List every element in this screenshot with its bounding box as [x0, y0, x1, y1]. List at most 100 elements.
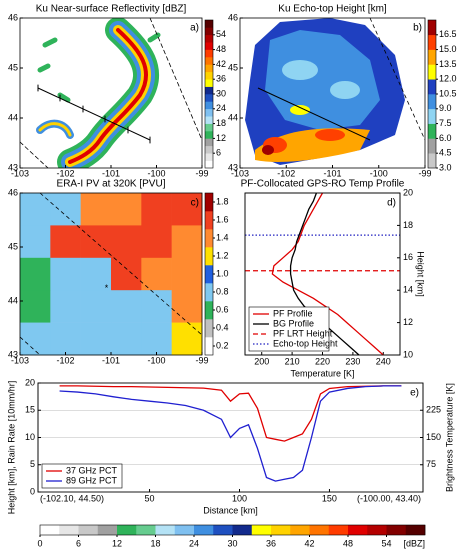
heatmap-cell	[141, 193, 172, 226]
colorbar-band	[428, 34, 436, 50]
colorbar-band	[194, 525, 214, 535]
y-tick-label: 46	[8, 187, 18, 197]
x-tick-label: -99	[195, 355, 208, 365]
colorbar-tick-label: 48	[216, 44, 226, 54]
colorbar-band	[40, 525, 60, 535]
colorbar-band	[386, 525, 407, 535]
colorbar-band	[290, 525, 310, 535]
colorbar-band	[205, 86, 213, 95]
legend-label: 37 GHz PCT	[66, 465, 118, 475]
heatmap-cell	[80, 290, 112, 323]
annotation: (-102.10, 44.50)	[40, 493, 104, 503]
heatmap-cell	[50, 257, 81, 291]
colorbar-band	[205, 94, 213, 102]
y-tick-label: 44	[228, 112, 238, 122]
colorbar-band	[155, 525, 176, 535]
colorbar-tick-label: 13.5	[439, 59, 457, 69]
colorbar-band	[174, 525, 195, 535]
heatmap-cell	[111, 290, 142, 323]
x-tick-label: -100	[147, 168, 165, 178]
heatmap-cell	[171, 290, 203, 323]
x-tick-label: -100	[147, 355, 165, 365]
heatmap-cell	[141, 225, 172, 259]
x-axis-label: Distance [km]	[203, 505, 258, 515]
colorbar-band	[205, 101, 213, 110]
colorbar-tick-label: 1.8	[216, 196, 229, 206]
y-tick-label: 45	[8, 241, 18, 251]
reflectivity-field	[20, 18, 202, 168]
colorbar-tick-label: 12.0	[439, 74, 457, 84]
heatmap-cell	[141, 322, 172, 356]
heatmap-cell	[20, 225, 51, 259]
colorbar-band	[309, 525, 330, 535]
y-tick-label: 10	[403, 349, 413, 359]
colorbar-tick-label: 6.0	[439, 133, 452, 143]
colorbar-band	[205, 49, 213, 58]
x-tick-label: -103	[11, 168, 29, 178]
heatmap-cell	[20, 322, 51, 356]
colorbar-tick-label: 6	[216, 148, 221, 158]
colorbar-tick-label: 18	[216, 118, 226, 128]
colorbar-band	[205, 265, 213, 284]
colorbar-tick-label: 24	[216, 103, 226, 113]
heatmap-cell	[20, 193, 51, 226]
colorbar-band	[232, 525, 253, 535]
annotation: *	[105, 283, 109, 293]
colorbar-band	[428, 79, 436, 95]
y-tick-label: 43	[228, 162, 238, 172]
y2-tick-label: 150	[426, 432, 441, 442]
heatmap-cell	[50, 290, 81, 323]
colorbar-tick-label: 36	[266, 538, 276, 548]
legend-label: BG Profile	[273, 318, 314, 328]
colorbar-band	[205, 337, 213, 356]
colorbar-band	[78, 525, 99, 535]
x-tick-label: -99	[195, 168, 208, 178]
heatmap-cell	[111, 257, 142, 291]
series-line	[271, 192, 384, 356]
y-tick-label: 43	[8, 349, 18, 359]
colorbar-tick-label: 30	[227, 538, 237, 548]
colorbar-band	[428, 64, 436, 80]
colorbar-tick-label: 0.4	[216, 322, 229, 332]
colorbar-tick-label: 24	[189, 538, 199, 548]
y-tick-label: 14	[403, 285, 413, 295]
heatmap-cell	[20, 290, 51, 323]
colorbar-tick-label: 1.0	[216, 268, 229, 278]
colorbar-band	[205, 27, 213, 36]
legend-label: 89 GHz PCT	[66, 475, 118, 485]
plot-border	[244, 192, 401, 356]
heatmap-cell	[171, 193, 203, 226]
heatmap-cell	[141, 257, 172, 291]
colorbar-tick-label: 3.0	[439, 162, 452, 172]
diagonal-line	[19, 336, 41, 356]
x-tick-label: 240	[376, 356, 391, 366]
colorbar-tick-label: 6	[76, 538, 81, 548]
colorbar-tick-label: 42	[304, 538, 314, 548]
x-tick-label: -103	[11, 355, 29, 365]
heatmap-cell	[50, 322, 81, 356]
y-tick-label: 15	[25, 405, 35, 415]
y-tick-label: 45	[8, 62, 18, 72]
colorbar-tick-label: 12	[112, 538, 122, 548]
colorbar-tick-label: 30	[216, 88, 226, 98]
y-tick-label: 18	[403, 220, 413, 230]
y-tick-label: 20	[25, 377, 35, 387]
x-tick-label: 210	[285, 356, 300, 366]
colorbar-band	[205, 57, 213, 65]
colorbar-tick-label: 1.6	[216, 214, 229, 224]
panel-label: c)	[191, 198, 199, 209]
colorbar-tick-label: 42	[216, 59, 226, 69]
plot-border	[37, 382, 424, 493]
x-tick-label: 220	[315, 356, 330, 366]
chart-title: ERA-I PV at 320K [PVU]	[57, 179, 166, 190]
y-tick-label: 44	[8, 295, 18, 305]
x-tick-label: -101	[102, 355, 120, 365]
panel-label: e)	[410, 388, 419, 399]
colorbar-band	[205, 301, 213, 320]
colorbar-band	[205, 64, 213, 73]
y2-tick-label: 75	[426, 459, 436, 469]
y-tick-label: 43	[8, 162, 18, 172]
colorbar-tick-label: 48	[343, 538, 353, 548]
colorbar-band	[205, 145, 213, 154]
